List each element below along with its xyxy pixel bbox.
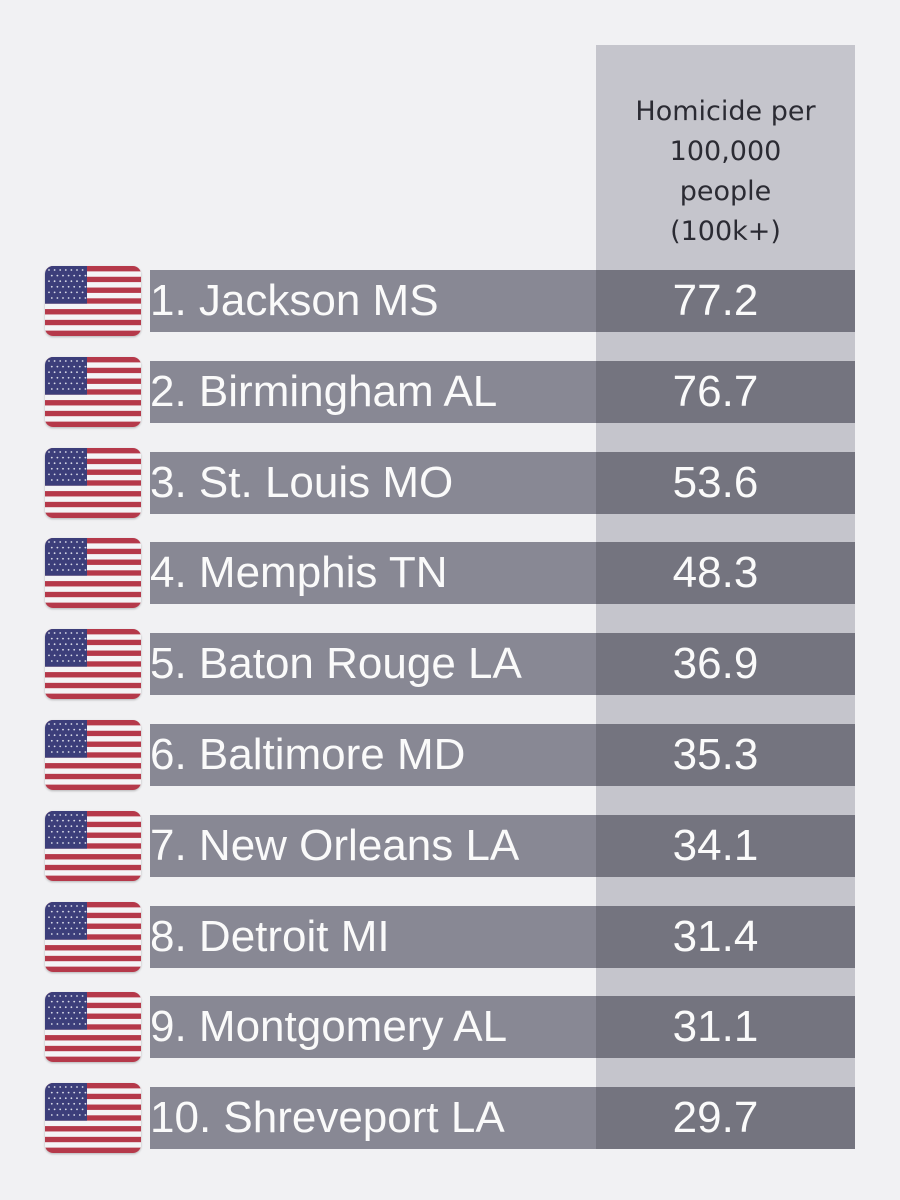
city-name-label: 6. Baltimore MD [150, 730, 466, 779]
city-name-bar [150, 1087, 596, 1150]
value-bar [596, 724, 855, 786]
column-header-line: 100,000 [669, 136, 782, 167]
city-name-label: 3. St. Louis MO [150, 457, 454, 507]
city-name-label: 4. Memphis TN [150, 548, 448, 598]
value-bar [596, 270, 855, 332]
us-flag-icon [45, 447, 141, 518]
city-name-label: 2. Birmingham AL [150, 366, 498, 416]
us-flag-icon [45, 720, 141, 790]
value-bar [596, 542, 855, 605]
city-name-label: 7. New Orleans LA [150, 820, 520, 870]
city-name-label: 8. Detroit MI [150, 911, 390, 961]
city-name-bar [150, 360, 596, 423]
homicide-rate-value: 31.1 [672, 1002, 759, 1052]
city-name-bar [150, 814, 596, 877]
table-row: 9. Montgomery AL 31.1 [0, 992, 900, 1063]
homicide-rate-value: 76.7 [672, 366, 759, 416]
city-name-bar [150, 451, 596, 514]
table-row: 4. Memphis TN 48.3 [0, 538, 900, 609]
value-bar [596, 633, 855, 696]
homicide-rate-value: 29.7 [672, 1093, 759, 1143]
city-name-label: 5. Baton Rouge LA [150, 639, 522, 689]
homicide-rate-value: 53.6 [672, 457, 759, 507]
table-row: 1. Jackson MS 77.2 [0, 266, 900, 336]
value-bar [596, 360, 855, 423]
table-row: 5. Baton Rouge LA 36.9 [0, 629, 900, 700]
table-row: 3. St. Louis MO 53.6 [0, 447, 900, 518]
us-flag-icon [45, 992, 141, 1063]
city-name-bar [150, 724, 596, 786]
us-flag-icon [45, 810, 141, 881]
homicide-rate-value: 31.4 [672, 911, 759, 961]
city-name-bar [150, 633, 596, 696]
city-name-bar [150, 542, 596, 605]
city-name-bar [150, 905, 596, 968]
table-row: 7. New Orleans LA 34.1 [0, 810, 900, 881]
city-name-label: 10. Shreveport LA [150, 1093, 505, 1143]
homicide-rate-value: 77.2 [672, 276, 759, 325]
value-bar [596, 996, 855, 1059]
column-header-line: Homicide per [635, 96, 816, 127]
value-bar [596, 814, 855, 877]
us-flag-icon [45, 901, 141, 972]
table-row: 10. Shreveport LA 29.7 [0, 1083, 900, 1154]
value-bar [596, 451, 855, 514]
homicide-rate-value: 34.1 [672, 820, 759, 870]
table-row: 8. Detroit MI 31.4 [0, 901, 900, 972]
city-name-bar [150, 996, 596, 1059]
us-flag-icon [45, 266, 141, 336]
value-bar [596, 1087, 855, 1150]
us-flag-icon [45, 629, 141, 700]
city-name-label: 9. Montgomery AL [150, 1002, 508, 1052]
city-name-bar [150, 270, 596, 332]
column-header: Homicide per 100,000 people (100k+) [596, 92, 855, 252]
homicide-rate-value: 35.3 [672, 730, 759, 779]
us-flag-icon [45, 538, 141, 609]
column-header-line: (100k+) [670, 216, 781, 247]
value-bar [596, 905, 855, 968]
city-name-label: 1. Jackson MS [150, 276, 439, 325]
us-flag-icon [45, 356, 141, 427]
homicide-rate-value: 48.3 [672, 548, 759, 598]
column-header-line: people [679, 176, 772, 207]
table-row: 2. Birmingham AL 76.7 [0, 356, 900, 427]
us-flag-icon [45, 1083, 141, 1154]
table-row: 6. Baltimore MD 35.3 [0, 720, 900, 790]
homicide-rate-value: 36.9 [672, 639, 759, 689]
